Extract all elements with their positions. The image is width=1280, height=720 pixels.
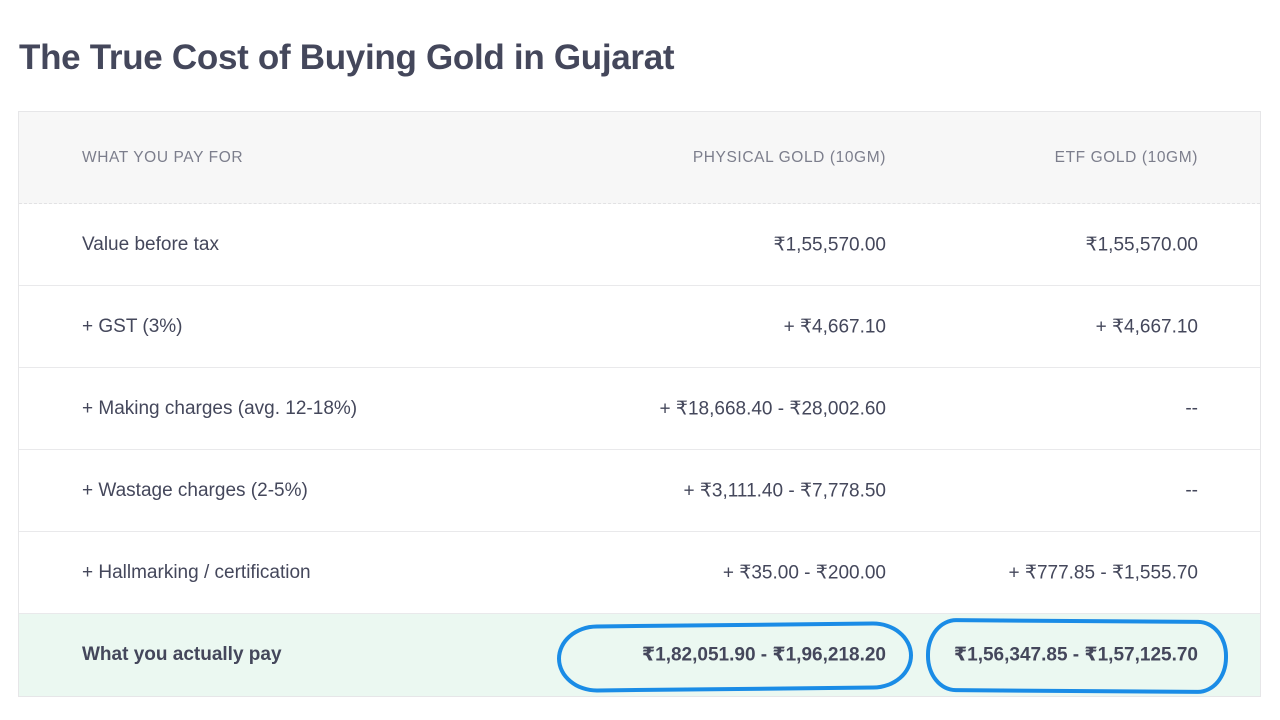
header-physical-gold: PHYSICAL GOLD (10GM) xyxy=(692,148,886,166)
row-label: + Making charges (avg. 12-18%) xyxy=(82,397,358,419)
row-etf-value: + ₹4,667.10 xyxy=(1095,316,1198,337)
row-physical-value: + ₹35.00 - ₹200.00 xyxy=(722,562,886,583)
row-label: Value before tax xyxy=(82,233,219,255)
row-physical-value: + ₹4,667.10 xyxy=(783,316,886,337)
table-row: + Making charges (avg. 12-18%) + ₹18,668… xyxy=(19,368,1260,450)
cost-comparison-table: WHAT YOU PAY FOR PHYSICAL GOLD (10GM) ET… xyxy=(18,111,1261,697)
header-what-you-pay-for: WHAT YOU PAY FOR xyxy=(82,148,244,166)
row-etf-value: + ₹777.85 - ₹1,555.70 xyxy=(1008,562,1198,583)
total-etf-value: ₹1,56,347.85 - ₹1,57,125.70 xyxy=(953,644,1198,666)
row-etf-value: -- xyxy=(1185,479,1198,501)
header-etf-gold: ETF GOLD (10GM) xyxy=(1054,148,1198,166)
total-label: What you actually pay xyxy=(82,644,282,665)
table-row: Value before tax ₹1,55,570.00 ₹1,55,570.… xyxy=(19,204,1260,286)
row-label: + Hallmarking / certification xyxy=(82,561,311,583)
table-row: + GST (3%) + ₹4,667.10 + ₹4,667.10 xyxy=(19,286,1260,368)
row-etf-value: ₹1,55,570.00 xyxy=(1085,234,1198,255)
row-physical-value: ₹1,55,570.00 xyxy=(773,234,886,255)
row-label: + Wastage charges (2-5%) xyxy=(82,479,308,501)
row-physical-value: + ₹18,668.40 - ₹28,002.60 xyxy=(659,398,887,419)
row-physical-value: + ₹3,111.40 - ₹7,778.50 xyxy=(683,480,886,501)
table-header-row: WHAT YOU PAY FOR PHYSICAL GOLD (10GM) ET… xyxy=(19,112,1260,204)
table-total-row: What you actually pay ₹1,82,051.90 - ₹1,… xyxy=(19,614,1260,696)
row-etf-value: -- xyxy=(1185,397,1198,419)
row-label: + GST (3%) xyxy=(82,315,183,337)
table-row: + Hallmarking / certification + ₹35.00 -… xyxy=(19,532,1260,614)
total-physical-value: ₹1,82,051.90 - ₹1,96,218.20 xyxy=(641,644,886,666)
page-title: The True Cost of Buying Gold in Gujarat xyxy=(19,38,675,77)
table-row: + Wastage charges (2-5%) + ₹3,111.40 - ₹… xyxy=(19,450,1260,532)
